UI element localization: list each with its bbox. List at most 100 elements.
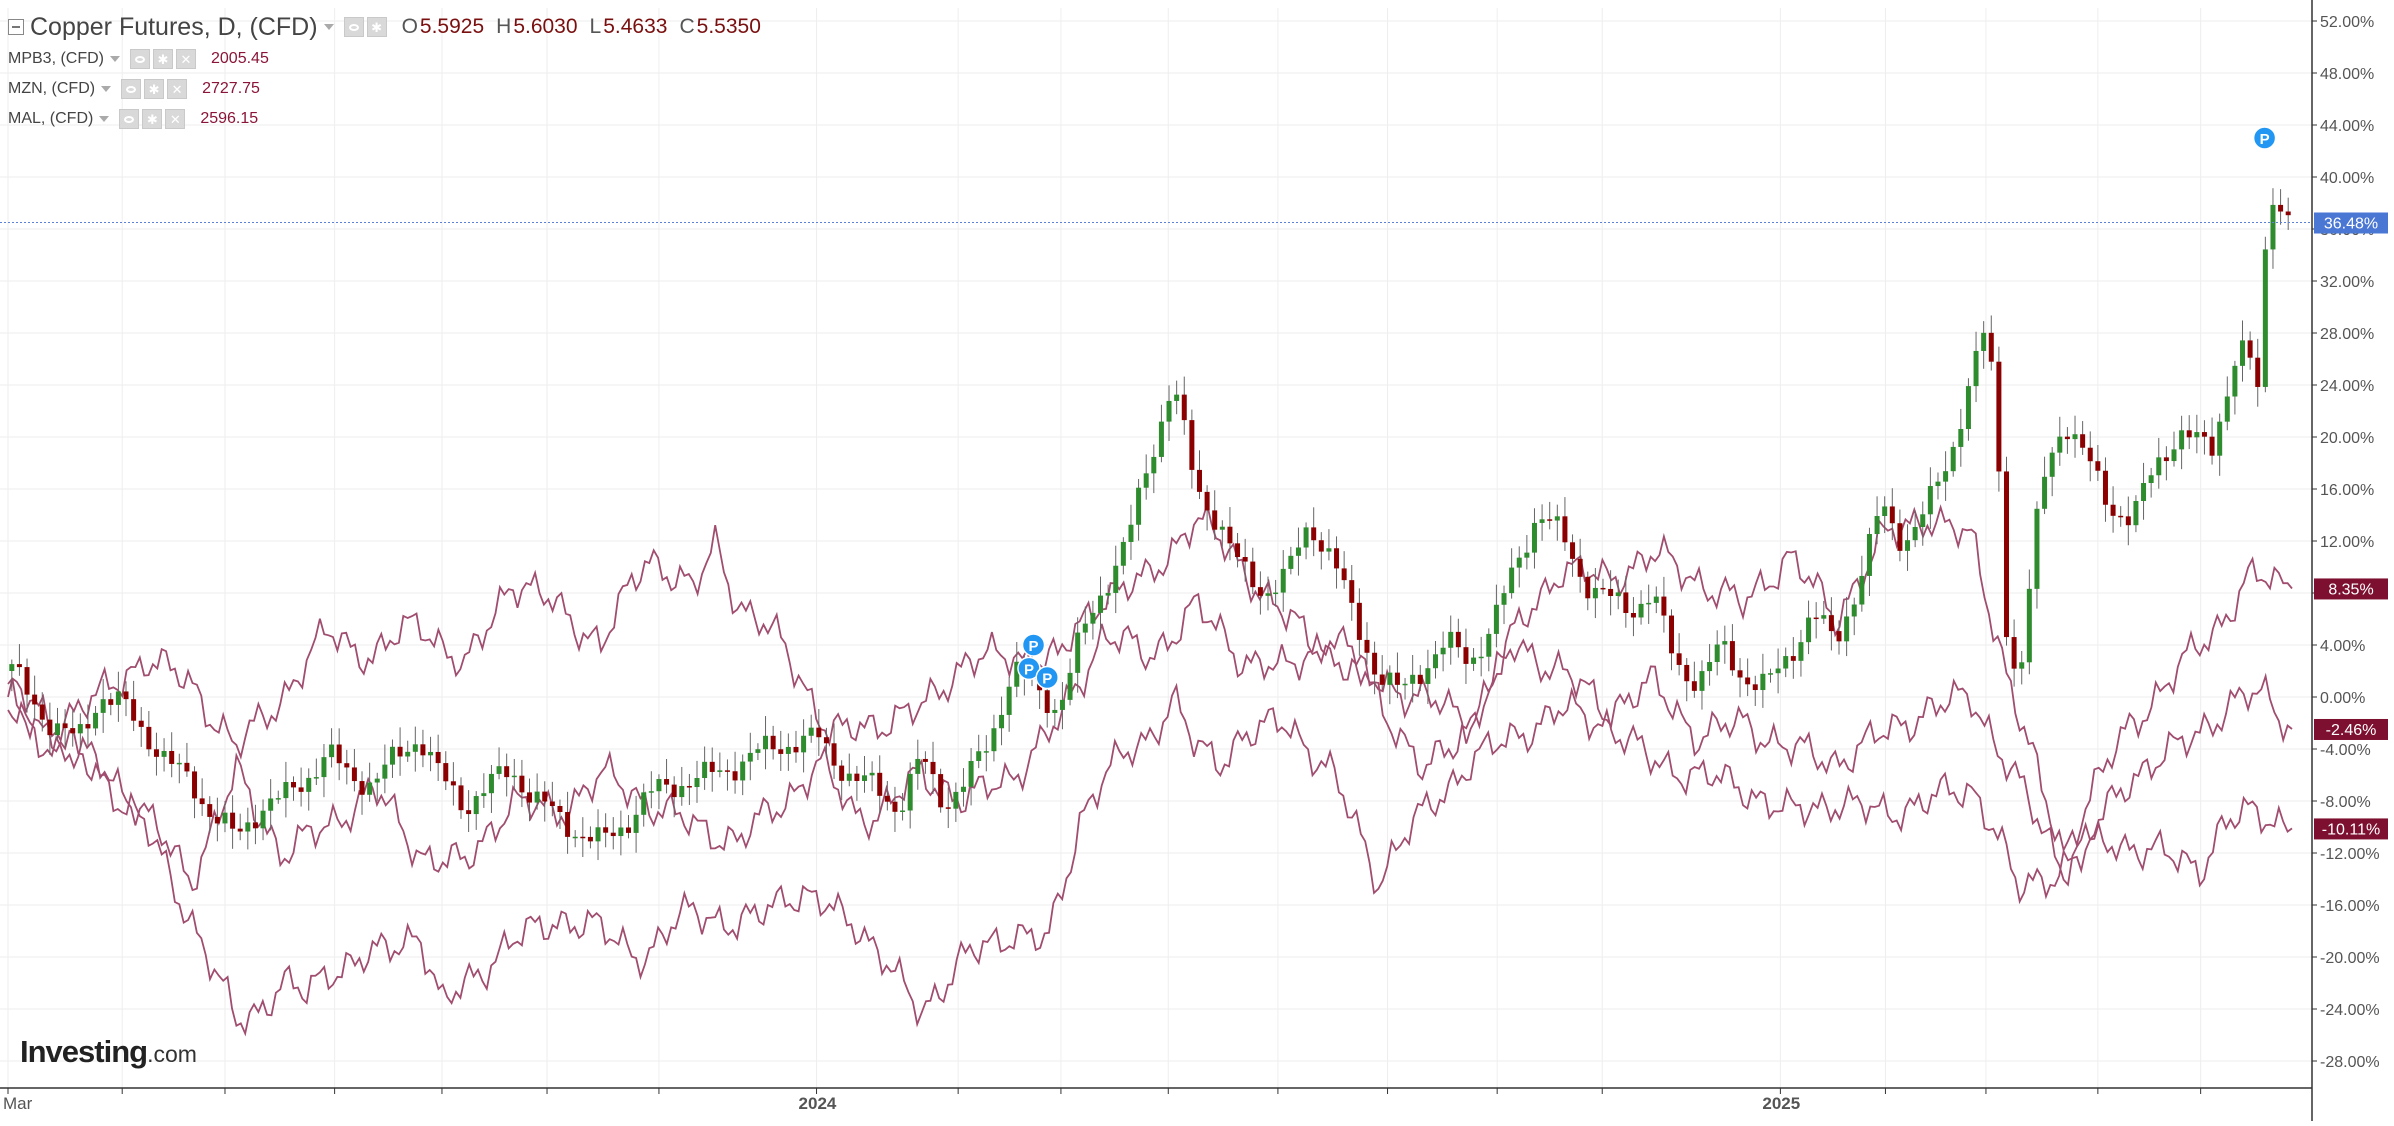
collapse-legend-button[interactable]	[8, 19, 24, 35]
series-label[interactable]: MZN, (CFD)	[8, 80, 96, 97]
legend-series-row-mzn: MZN, (CFD) ✱ ✕ 2727.75	[8, 74, 761, 104]
candle-body	[39, 704, 45, 720]
gear-icon[interactable]: ✱	[153, 49, 173, 69]
candle-body	[1128, 524, 1134, 542]
compare-value-label-bg	[2314, 818, 2388, 840]
candlestick-series	[9, 188, 2291, 861]
candle-body	[2171, 449, 2177, 462]
series-label[interactable]: MPB3, (CFD)	[8, 50, 104, 67]
candle-body	[2179, 430, 2185, 450]
candle-body	[2186, 430, 2192, 438]
candle-body	[839, 765, 845, 781]
candle-body	[1745, 677, 1751, 685]
candle-body	[747, 752, 753, 762]
candle-body	[1364, 639, 1370, 653]
candle-body	[1372, 652, 1378, 675]
candle-body	[138, 720, 144, 727]
candle-body	[1433, 654, 1438, 669]
candle-body	[1387, 672, 1393, 685]
candle-body	[892, 801, 898, 812]
close-icon[interactable]: ✕	[165, 109, 186, 129]
candle-body	[1471, 657, 1477, 664]
candle-body	[1090, 612, 1096, 624]
y-axis-tick-label: 24.00%	[2320, 378, 2374, 395]
event-marker[interactable]: P	[1035, 665, 1059, 690]
candle-body	[915, 758, 921, 774]
candle-body	[801, 735, 807, 753]
candle-body	[1844, 616, 1850, 642]
chevron-down-icon[interactable]	[110, 56, 120, 62]
candle-body	[1600, 587, 1606, 590]
event-marker[interactable]: P	[2252, 126, 2277, 150]
y-axis-tick-label: 52.00%	[2320, 14, 2374, 31]
candle-body	[397, 746, 403, 757]
candle-body	[1905, 540, 1911, 551]
candle-body	[245, 822, 251, 832]
candle-body	[2201, 432, 2207, 437]
candle-body	[648, 791, 654, 793]
y-axis-tick-label: 32.00%	[2320, 274, 2374, 291]
candle-body	[1813, 617, 1819, 620]
eye-icon[interactable]	[130, 49, 150, 69]
candle-body	[656, 779, 662, 792]
legend-main-row: Copper Futures, D, (CFD) ✱ O5.5925 H5.60…	[8, 10, 761, 44]
main-series-title[interactable]: Copper Futures, D, (CFD)	[30, 12, 318, 41]
candle-body	[1691, 681, 1697, 691]
candle-body	[557, 806, 563, 813]
candle-body	[1136, 487, 1142, 525]
candle-body	[854, 773, 860, 781]
candle-body	[1836, 631, 1842, 642]
candle-body	[1425, 668, 1431, 684]
candle-body	[405, 751, 411, 757]
event-marker[interactable]: P	[1021, 633, 1046, 657]
gear-icon[interactable]: ✱	[366, 17, 387, 37]
candle-body	[869, 772, 875, 776]
chevron-down-icon[interactable]	[101, 86, 112, 92]
candle-body	[435, 751, 441, 764]
candle-body	[1981, 332, 1987, 351]
y-axis-tick-label: 0.00%	[2320, 690, 2365, 707]
event-marker-circle	[2252, 126, 2277, 150]
close-icon[interactable]: ✕	[176, 49, 196, 69]
candle-body	[618, 827, 624, 837]
chevron-down-icon[interactable]	[323, 24, 334, 30]
candle-body	[412, 744, 418, 752]
candle-body	[922, 758, 928, 762]
candle-body	[976, 751, 982, 761]
candle-body	[1326, 548, 1332, 552]
candle-body	[2080, 434, 2086, 448]
candle-body	[2232, 365, 2238, 397]
gear-icon[interactable]: ✱	[142, 109, 163, 129]
investing-logo[interactable]: Investing.com	[20, 1034, 197, 1069]
y-axis-tick-label: -20.00%	[2320, 950, 2380, 967]
candle-body	[1265, 593, 1271, 596]
candle-body	[884, 795, 890, 802]
candle-body	[1318, 540, 1324, 552]
eye-icon[interactable]	[119, 109, 140, 129]
candle-body	[1828, 615, 1834, 632]
candle-body	[2125, 516, 2131, 526]
candle-body	[2026, 588, 2032, 663]
candle-body	[481, 793, 487, 797]
y-axis-tick-label: 4.00%	[2320, 638, 2365, 655]
candle-body	[359, 781, 365, 795]
series-label[interactable]: MAL, (CFD)	[8, 110, 94, 127]
gear-icon[interactable]: ✱	[144, 79, 165, 99]
ohlc-high: H5.6030	[496, 15, 578, 38]
candle-body	[1821, 615, 1827, 619]
eye-icon[interactable]	[121, 79, 142, 99]
x-axis-tick-label: 2024	[799, 1094, 837, 1113]
chevron-down-icon[interactable]	[99, 116, 110, 122]
candle-body	[1280, 568, 1286, 593]
candle-body	[983, 751, 989, 753]
candle-body	[123, 691, 129, 700]
close-icon[interactable]: ✕	[167, 79, 188, 99]
candle-body	[2285, 211, 2291, 216]
candle-body	[755, 749, 761, 753]
legend-series-row-mal: MAL, (CFD) ✱ ✕ 2596.15	[8, 104, 761, 134]
candle-body	[2262, 249, 2268, 387]
candle-body	[169, 750, 175, 764]
eye-icon[interactable]	[343, 17, 364, 37]
